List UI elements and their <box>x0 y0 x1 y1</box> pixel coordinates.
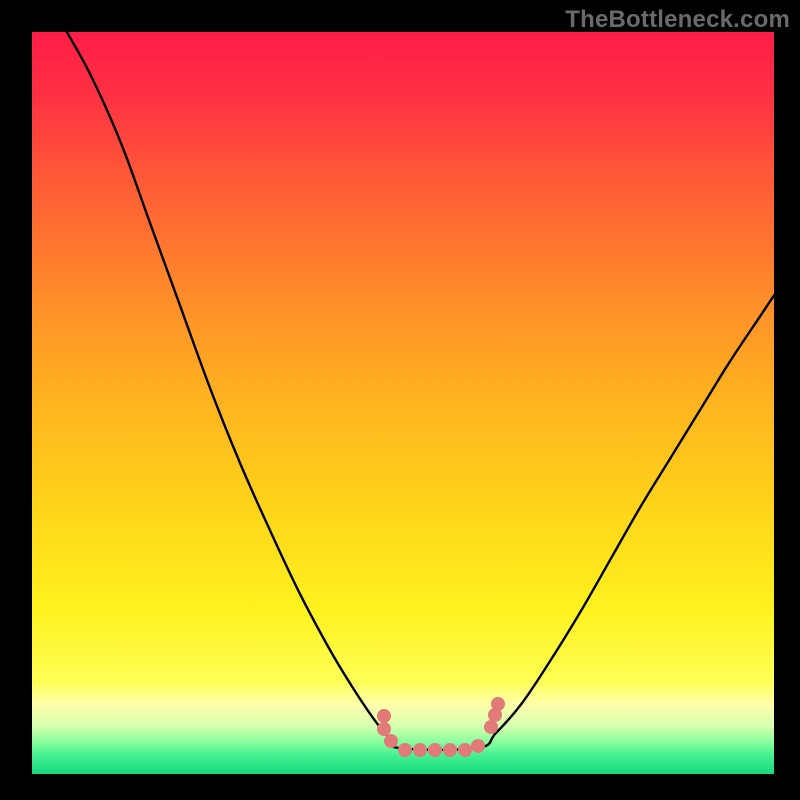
attribution-label: TheBottleneck.com <box>565 6 790 34</box>
data-marker <box>384 734 398 748</box>
plot-area <box>32 32 774 774</box>
data-marker <box>471 739 485 753</box>
background-gradient <box>32 32 774 774</box>
data-marker <box>428 743 442 757</box>
data-marker <box>491 697 505 711</box>
data-marker <box>398 743 412 757</box>
data-marker <box>484 720 498 734</box>
canvas: TheBottleneck.com <box>0 0 800 800</box>
data-marker <box>413 743 427 757</box>
data-marker <box>443 743 457 757</box>
data-marker <box>458 743 472 757</box>
data-marker <box>377 709 391 723</box>
